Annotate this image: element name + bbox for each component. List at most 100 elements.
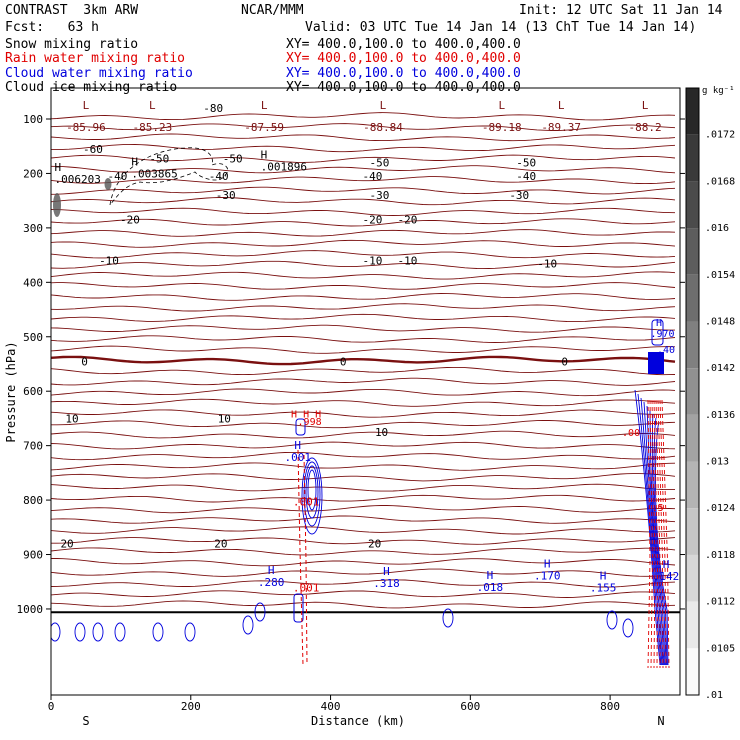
x-tick-label: 800 bbox=[600, 700, 620, 713]
temperature-label: -20 bbox=[397, 214, 417, 227]
center-title: NCAR/MMM bbox=[241, 3, 304, 18]
colorbar-swatch bbox=[686, 181, 699, 229]
cloudwater-max-marker: H bbox=[663, 558, 670, 571]
cloudwater-contour bbox=[646, 405, 665, 666]
colorbar-swatch bbox=[686, 554, 699, 602]
snow-shade bbox=[53, 193, 61, 217]
rain-contour bbox=[297, 449, 308, 666]
cloudwater-max-marker: H bbox=[600, 570, 607, 583]
isotherm-line bbox=[51, 494, 676, 503]
snow-max-marker: H bbox=[131, 155, 138, 168]
isotherm-line bbox=[51, 324, 675, 333]
isotherm-line bbox=[51, 176, 676, 185]
colorbar-swatch bbox=[686, 88, 699, 135]
isotherm-line bbox=[51, 303, 676, 312]
isotherm-line bbox=[51, 165, 676, 174]
isotherm-line bbox=[51, 579, 676, 588]
field-rain-xy: XY= 400.0,100.0 to 400.0,400.0 bbox=[286, 51, 521, 66]
moisture-fields bbox=[51, 147, 670, 669]
temperature-label: -20 bbox=[120, 214, 140, 227]
valid-time: Valid: 03 UTC Tue 14 Jan 14 (13 ChT Tue … bbox=[305, 20, 697, 35]
isotherm-line bbox=[51, 398, 676, 407]
isotherm-line bbox=[51, 547, 676, 556]
isotherm-line bbox=[51, 293, 676, 301]
y-axis-title: Pressure (hPa) bbox=[4, 341, 18, 442]
field-label: .5 bbox=[652, 503, 664, 514]
colorbar-label: .01 bbox=[705, 690, 723, 701]
minimum-marker: L bbox=[83, 99, 90, 112]
field-label: .00 bbox=[622, 428, 640, 439]
temperature-label: 0 bbox=[81, 355, 88, 368]
field-label: .970 bbox=[650, 329, 674, 340]
isotherm-line bbox=[51, 451, 676, 461]
isotherm-line bbox=[51, 197, 676, 206]
minimum-value: -89.37 bbox=[541, 121, 581, 134]
x-tick-label: 400 bbox=[321, 700, 341, 713]
cloudwater-max-value: .018 bbox=[477, 581, 504, 594]
temperature-label: 10 bbox=[375, 426, 388, 439]
cloudwater-max-marker: H bbox=[294, 439, 301, 452]
cloudwater-contour bbox=[301, 457, 323, 535]
minimum-marker: L bbox=[642, 99, 649, 112]
isotherm-line bbox=[51, 154, 676, 163]
isotherm-line bbox=[51, 483, 675, 492]
colorbar-label: .016 bbox=[705, 223, 729, 234]
isotherm-line bbox=[51, 313, 676, 323]
zero-isotherm bbox=[51, 355, 676, 366]
cloudwater-max-marker: H bbox=[383, 565, 390, 578]
cloudwater-contour bbox=[634, 389, 661, 666]
rain-contour bbox=[651, 399, 656, 669]
cloudwater-contour bbox=[640, 397, 663, 666]
minimum-marker: L bbox=[149, 99, 156, 112]
cloudwater-max-marker: H bbox=[544, 558, 551, 571]
snow-max-marker: H bbox=[54, 161, 61, 174]
isotherm-line bbox=[51, 473, 676, 482]
cloudwater-contour bbox=[242, 615, 254, 635]
colorbar-swatch bbox=[686, 134, 699, 182]
y-tick-label: 300 bbox=[23, 222, 43, 235]
temperature-label: -10 bbox=[363, 255, 383, 268]
isotherm-line bbox=[51, 112, 676, 121]
isotherm-line bbox=[51, 462, 676, 471]
y-tick-label: 700 bbox=[23, 440, 43, 453]
cloudwater-contour bbox=[307, 469, 317, 511]
colorbar-unit: g kg⁻¹ bbox=[702, 86, 735, 96]
cloudwater-contour bbox=[305, 465, 319, 519]
field-label: .40 bbox=[657, 345, 675, 356]
colorbar-swatch bbox=[686, 274, 699, 322]
snow-max-value: .001896 bbox=[261, 160, 307, 173]
isotherm-line bbox=[51, 515, 676, 524]
colorbar-label: .0142 bbox=[705, 363, 735, 374]
field-snow-name: Snow mixing ratio bbox=[5, 37, 139, 52]
y-tick-label: 900 bbox=[23, 549, 43, 562]
temperature-label: -50 bbox=[516, 157, 536, 170]
x-tick-label: 0 bbox=[48, 700, 55, 713]
colorbar-label: .0136 bbox=[705, 410, 735, 421]
temperature-label: 10 bbox=[65, 412, 78, 425]
cloudwater-max-marker: H bbox=[268, 564, 275, 577]
isotherm-line bbox=[51, 250, 676, 259]
forecast-hour: Fcst: 63 h bbox=[5, 20, 99, 35]
rain-contour bbox=[655, 399, 661, 668]
minimum-value: -89.18 bbox=[482, 121, 522, 134]
temperature-label: 20 bbox=[60, 538, 73, 551]
cloudwater-max-marker: H bbox=[487, 569, 494, 582]
isotherm-line bbox=[51, 568, 676, 577]
temperature-label: -30 bbox=[370, 189, 390, 202]
isotherm-line bbox=[51, 377, 676, 386]
isotherm-line bbox=[51, 345, 676, 354]
isotherm-line bbox=[51, 143, 676, 153]
temperature-label: -50 bbox=[149, 153, 169, 166]
field-label: .998 bbox=[298, 417, 322, 428]
colorbar-label: .0168 bbox=[705, 176, 735, 187]
cloudwater-contour bbox=[622, 618, 634, 638]
y-tick-label: 1000 bbox=[17, 603, 44, 616]
isotherm-line bbox=[51, 558, 676, 567]
colorbar-swatch bbox=[686, 368, 699, 415]
colorbar-swatch bbox=[686, 414, 699, 462]
colorbar-swatch bbox=[686, 461, 699, 509]
temperature-label: -40 bbox=[363, 170, 383, 183]
colorbar-swatch bbox=[686, 508, 699, 555]
colorbar-label: .0105 bbox=[705, 643, 735, 654]
cloudwater-contour bbox=[293, 593, 304, 623]
